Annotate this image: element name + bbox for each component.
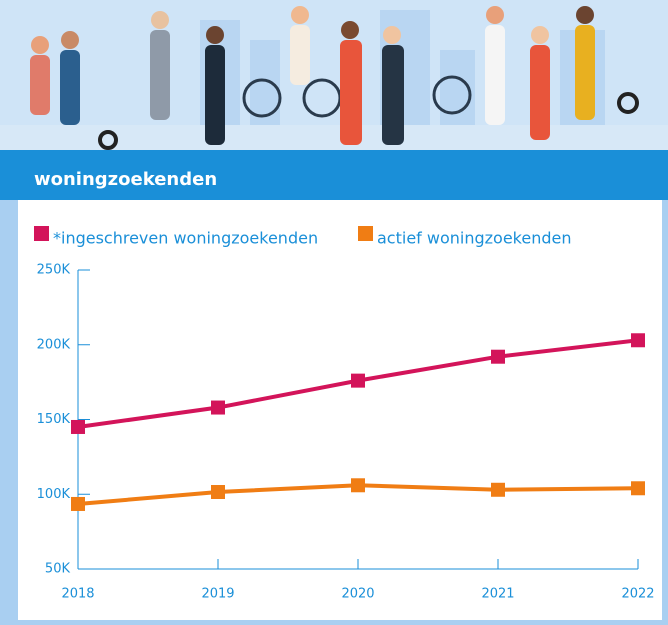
person [531,26,549,44]
person [61,31,79,49]
person [30,55,50,115]
person [576,6,594,24]
person [206,26,224,44]
person [205,45,225,145]
point-marker [351,374,365,388]
x-tick-label: 2021 [481,587,514,602]
y-tick-label: 150K [37,412,71,427]
panel [18,200,662,620]
point-marker [491,350,505,364]
point-marker [631,333,645,347]
page: woningzoekenden *ingeschreven woningzoek… [0,0,668,625]
point-marker [491,483,505,497]
x-tick-label: 2020 [341,587,374,602]
legend-label: *ingeschreven woningzoekenden [53,229,318,248]
y-tick-label: 50K [45,562,71,577]
x-tick-label: 2022 [621,587,654,602]
point-marker [71,497,85,511]
y-tick-label: 200K [37,337,71,352]
person [485,25,505,125]
y-tick-label: 250K [37,263,71,278]
person [575,25,595,120]
person [382,45,404,145]
person [530,45,550,140]
x-tick-label: 2019 [201,587,234,602]
person [383,26,401,44]
person [150,30,170,120]
illustration [0,0,668,150]
x-tick-label: 2018 [61,587,94,602]
legend-swatch [358,226,373,241]
chart: woningzoekenden *ingeschreven woningzoek… [0,0,668,625]
person [151,11,169,29]
person [291,6,309,24]
point-marker [71,420,85,434]
point-marker [631,481,645,495]
person [341,21,359,39]
person [486,6,504,24]
legend-swatch [34,226,49,241]
point-marker [351,478,365,492]
chart-title: woningzoekenden [34,169,217,190]
person [31,36,49,54]
person [60,50,80,125]
legend-label: actief woningzoekenden [377,229,572,248]
person [290,25,310,85]
point-marker [211,485,225,499]
person [340,40,362,145]
y-tick-label: 100K [37,487,71,502]
point-marker [211,401,225,415]
